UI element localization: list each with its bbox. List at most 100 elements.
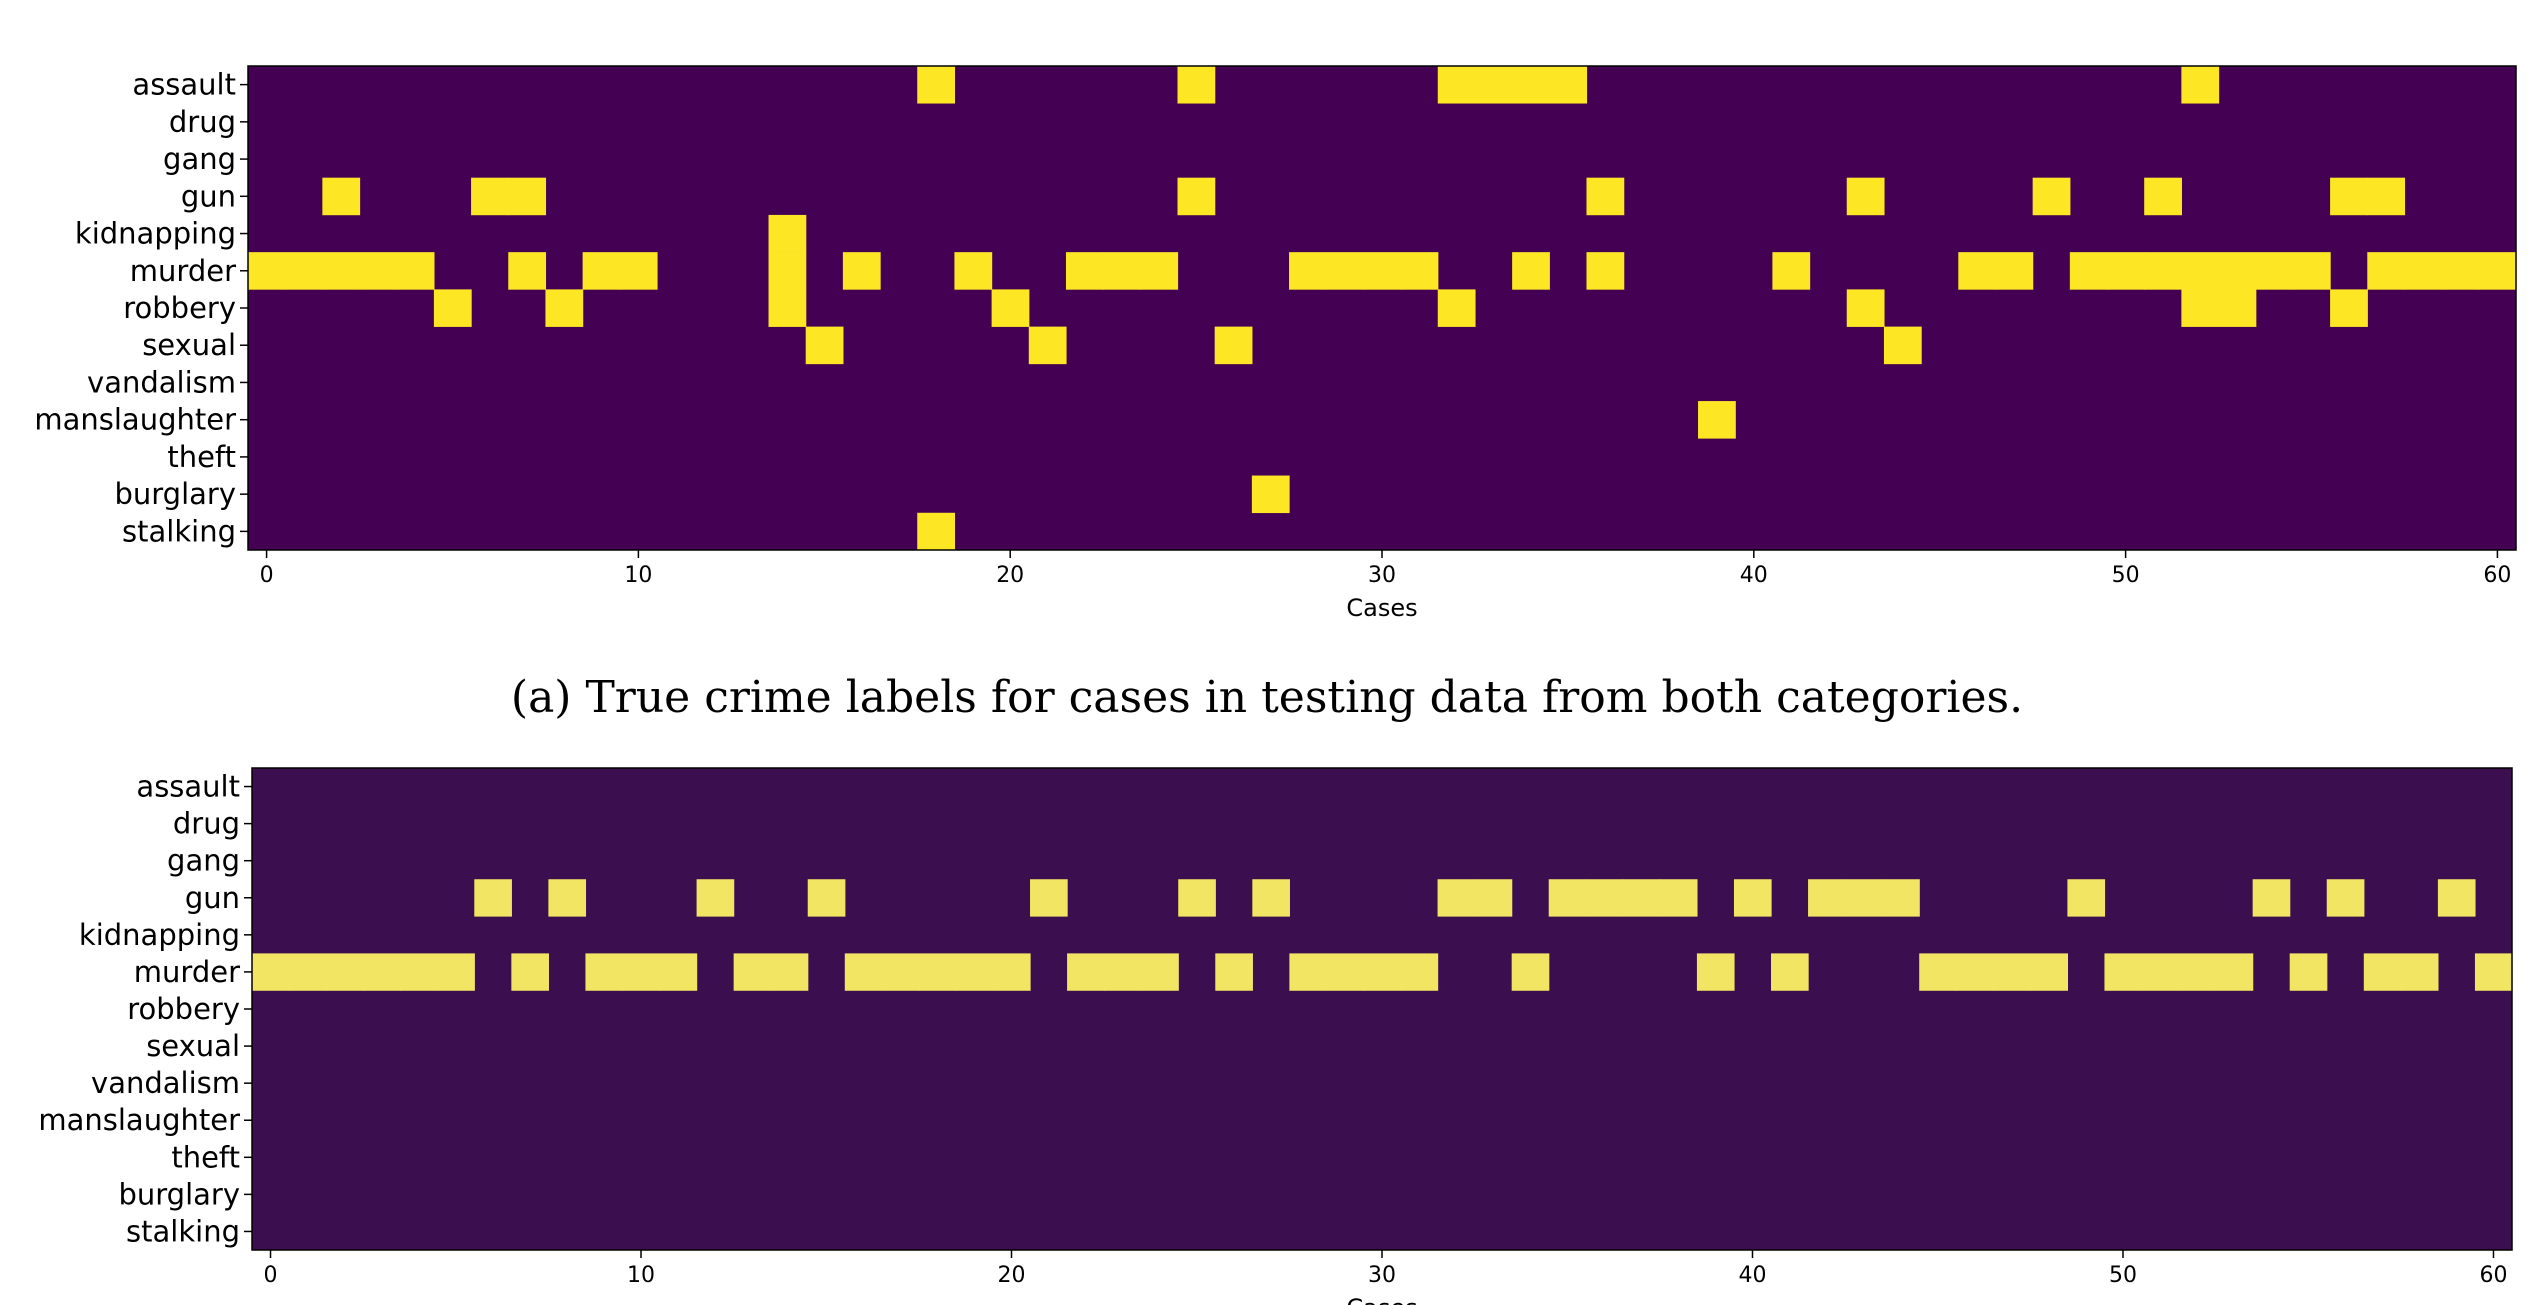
heatmap-a-cell-sexual-26 — [1214, 326, 1253, 365]
heatmap-b-cell-murder-13 — [733, 953, 772, 991]
heatmap-b-cell-murder-26 — [1215, 953, 1253, 991]
heatmap-a-cell-assault-52 — [2181, 66, 2220, 104]
heatmap-a-cell-murder-0 — [248, 252, 286, 290]
heatmap-b-cell-murder-41 — [1771, 953, 1809, 991]
heatmap-a-cell-gun-56 — [2330, 177, 2368, 216]
heatmap-a-cell-robbery-52 — [2181, 289, 2220, 327]
y-tick-label-stalking: stalking — [122, 514, 236, 548]
heatmap-a-cell-murder-1 — [285, 252, 323, 290]
heatmap-a-cell-murder-14 — [768, 252, 807, 290]
heatmap-a-cell-murder-50 — [2107, 252, 2145, 290]
heatmap-b-cell-murder-17 — [881, 953, 920, 991]
heatmap-b-cell-murder-34 — [1511, 953, 1550, 991]
y-tick-label-sexual: sexual — [142, 328, 236, 362]
heatmap-b-cell-gun-56 — [2326, 879, 2365, 917]
heatmap-a-cell-murder-2 — [322, 252, 361, 290]
heatmap-b-cell-gun-54 — [2252, 879, 2291, 917]
heatmap-a-cell-stalking-18 — [917, 512, 956, 551]
heatmap-a-cell-murder-24 — [1140, 252, 1179, 290]
heatmap-a-cell-assault-33 — [1474, 66, 1513, 104]
y-tick-label-robbery: robbery — [127, 992, 240, 1026]
heatmap-b-cell-murder-55 — [2289, 953, 2328, 991]
heatmap-b-cell-gun-40 — [1733, 879, 1772, 917]
heatmap-b-xlabel: Cases — [1346, 1294, 1417, 1305]
heatmap-b-cell-murder-23 — [1104, 953, 1142, 991]
y-tick-label-vandalism: vandalism — [91, 1066, 240, 1100]
heatmap-b-cell-gun-44 — [1882, 879, 1920, 917]
heatmap-b-cell-murder-2 — [326, 953, 364, 991]
heatmap-a-cell-murder-55 — [2292, 252, 2331, 290]
heatmap-b-cell-murder-60 — [2474, 953, 2513, 991]
heatmap-b-cell-murder-14 — [770, 953, 809, 991]
heatmap-a-cell-sexual-21 — [1028, 326, 1067, 365]
heatmap-a-cell-murder-10 — [619, 252, 658, 290]
heatmap-a-cell-murder-19 — [954, 252, 993, 290]
heatmap-a-cell-murder-34 — [1512, 252, 1550, 290]
heatmap-b-cell-gun-59 — [2437, 879, 2476, 917]
heatmap-b-cell-gun-38 — [1659, 879, 1698, 917]
heatmap-b: assaultdrugganggunkidnappingmurderrobber… — [38, 767, 2513, 1305]
heatmap-a-cell-murder-30 — [1363, 252, 1402, 290]
heatmap-b-cell-murder-11 — [659, 953, 698, 991]
heatmap-b-cell-murder-24 — [1141, 953, 1179, 991]
x-tick-label-40: 40 — [1738, 1263, 1766, 1288]
heatmap-a-cell-robbery-8 — [545, 289, 584, 327]
y-tick-label-gang: gang — [167, 844, 240, 878]
heatmap-a-cell-murder-22 — [1065, 252, 1104, 290]
heatmap-b-cell-murder-5 — [437, 953, 475, 991]
heatmap-a-cell-murder-51 — [2144, 252, 2182, 290]
heatmap-a-cell-sexual-44 — [1883, 326, 1922, 365]
x-tick-label-50: 50 — [2112, 563, 2140, 588]
heatmap-a-cell-murder-29 — [1326, 252, 1365, 290]
heatmap-b-cell-gun-37 — [1622, 879, 1661, 917]
x-tick-label-0: 0 — [264, 1263, 278, 1288]
y-tick-label-sexual: sexual — [146, 1029, 240, 1063]
y-tick-label-murder: murder — [134, 955, 240, 989]
y-tick-label-manslaughter: manslaughter — [34, 403, 236, 437]
y-tick-label-theft: theft — [171, 1140, 240, 1174]
heatmap-b-cell-murder-0 — [252, 953, 290, 991]
heatmap-a-cell-kidnapping-14 — [768, 214, 807, 253]
x-tick-label-50: 50 — [2109, 1263, 2137, 1288]
heatmap-b-cell-gun-27 — [1252, 879, 1290, 917]
heatmap-b-cell-murder-57 — [2363, 953, 2402, 991]
heatmap-a-cell-assault-32 — [1437, 66, 1476, 104]
x-tick-label-60: 60 — [2483, 563, 2511, 588]
heatmap-b-cell-murder-4 — [400, 953, 438, 991]
heatmap-a-cell-gun-57 — [2367, 177, 2406, 216]
heatmap-a-cell-gun-2 — [322, 177, 361, 216]
y-tick-label-murder: murder — [130, 254, 236, 288]
x-tick-label-40: 40 — [1740, 563, 1768, 588]
heatmap-b-cell-gun-33 — [1474, 879, 1513, 917]
heatmap-a-cell-murder-3 — [359, 252, 398, 290]
heatmap-b-cell-murder-39 — [1696, 953, 1735, 991]
heatmap-a-cell-murder-36 — [1586, 252, 1625, 290]
heatmap-b-cell-murder-29 — [1326, 953, 1365, 991]
x-tick-label-30: 30 — [1368, 563, 1396, 588]
heatmap-b-cell-murder-53 — [2215, 953, 2254, 991]
heatmap-b-cell-gun-49 — [2067, 879, 2106, 917]
y-tick-label-gun: gun — [181, 179, 236, 213]
heatmap-b-cell-murder-45 — [1919, 953, 1957, 991]
heatmap-b-cell-gun-42 — [1808, 879, 1846, 917]
heatmap-b-cell-murder-46 — [1956, 953, 1994, 991]
heatmap-a-background — [248, 66, 2516, 550]
heatmap-b-cell-murder-7 — [511, 953, 549, 991]
heatmap-a-cell-murder-31 — [1400, 252, 1439, 290]
heatmap-a-cell-sexual-15 — [805, 326, 844, 365]
heatmap-a-cell-gun-43 — [1846, 177, 1885, 216]
x-tick-label-20: 20 — [996, 563, 1024, 588]
heatmap-b-cell-murder-51 — [2141, 953, 2180, 991]
y-tick-label-kidnapping: kidnapping — [75, 217, 236, 251]
heatmap-b-cell-murder-18 — [918, 953, 957, 991]
heatmap-b-cell-murder-16 — [844, 953, 883, 991]
heatmap-a-cell-robbery-43 — [1846, 289, 1885, 327]
heatmap-b-cell-murder-58 — [2400, 953, 2439, 991]
heatmap-b-cell-gun-12 — [696, 879, 735, 917]
heatmap-a-cell-murder-54 — [2255, 252, 2294, 290]
heatmap-a-cell-murder-47 — [1995, 252, 2034, 290]
heatmap-b-cell-murder-1 — [289, 953, 327, 991]
heatmap-b-cell-murder-3 — [363, 953, 401, 991]
heatmap-b-cell-murder-28 — [1289, 953, 1328, 991]
heatmap-a-cell-murder-23 — [1103, 252, 1141, 290]
